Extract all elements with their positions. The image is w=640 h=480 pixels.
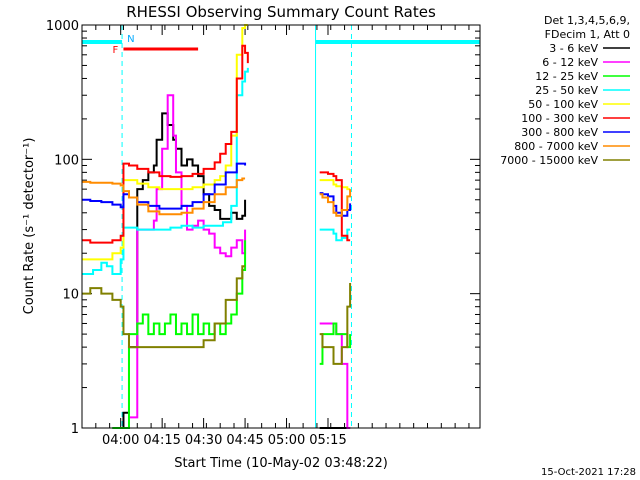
legend-label: 6 - 12 keV <box>542 56 598 69</box>
series-line <box>82 177 246 216</box>
x-tick-label: 04:00 <box>102 433 139 448</box>
series-line <box>112 240 247 429</box>
legend-label: 50 - 100 keV <box>528 98 598 111</box>
series-line <box>112 112 247 429</box>
x-tick-label: 05:00 <box>268 433 305 448</box>
plot-frame <box>81 24 481 429</box>
series-line <box>319 192 352 217</box>
legend-header-line-2: FDecim 1, Att 0 <box>545 28 630 41</box>
series-line <box>319 283 352 365</box>
series-line <box>82 162 247 210</box>
footer-date: 15-Oct-2021 17:28 <box>541 467 636 478</box>
chart-title: RHESSI Observing Summary Count Rates <box>126 3 436 21</box>
flare-label: F <box>112 45 118 56</box>
y-tick-label: 10 <box>62 288 79 303</box>
series-line <box>82 44 249 244</box>
legend-label: 7000 - 15000 keV <box>500 154 598 167</box>
y-axis-label: Count Rate (s⁻¹ detector⁻¹) <box>22 138 37 315</box>
x-tick-label: 04:30 <box>185 433 222 448</box>
x-axis-label: Start Time (10-May-02 03:48:22) <box>174 456 388 471</box>
legend-header-line-1: Det 1,3,4,5,6,9, <box>544 14 630 27</box>
y-tick-label: 1000 <box>46 19 79 34</box>
night-label: N <box>127 34 134 45</box>
series-line <box>319 171 351 242</box>
x-tick-label: 04:45 <box>226 433 263 448</box>
series-line <box>82 265 246 349</box>
y-tick-label: 100 <box>54 153 79 168</box>
series-line <box>82 24 248 261</box>
series-line <box>319 189 352 217</box>
legend-label: 800 - 7000 keV <box>514 140 598 153</box>
y-tick-label: 1 <box>71 422 79 437</box>
legend-label: 25 - 50 keV <box>535 84 598 97</box>
legend-label: 100 - 300 keV <box>521 112 598 125</box>
series-line <box>319 179 351 191</box>
legend-label: 3 - 6 keV <box>549 42 598 55</box>
legend-label: 12 - 25 keV <box>535 70 598 83</box>
x-tick-label: 05:15 <box>309 433 346 448</box>
x-tick-label: 04:15 <box>143 433 180 448</box>
legend-label: 300 - 800 keV <box>521 126 598 139</box>
